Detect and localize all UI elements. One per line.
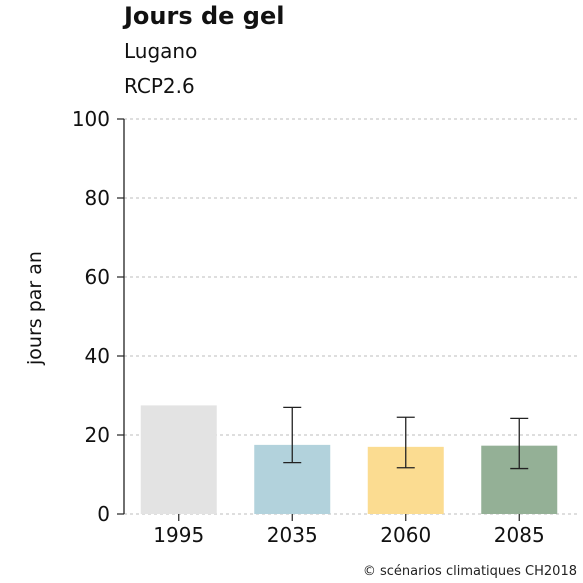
chart-title: Jours de gel <box>124 2 285 30</box>
error-bars <box>283 406 529 470</box>
y-tick-label: 40 <box>85 344 110 368</box>
bar <box>140 405 217 514</box>
x-tick-label: 2035 <box>267 523 318 547</box>
x-tick-label: 1995 <box>153 523 204 547</box>
y-axis-title: jours par an <box>24 251 46 366</box>
y-tick-label: 0 <box>97 502 110 526</box>
credit-text: © scénarios climatiques CH2018 <box>362 564 577 579</box>
chart-subtitle-location: Lugano <box>124 39 198 63</box>
axes: 0 20 40 60 80 100 1995 2035 2060 2085 <box>72 107 545 547</box>
x-tick-label: 2085 <box>494 523 545 547</box>
y-tick-label: 20 <box>85 423 110 447</box>
x-tick-label: 2060 <box>380 523 431 547</box>
chart-subtitle-scenario: RCP2.6 <box>124 74 195 98</box>
y-tick-label: 80 <box>85 186 110 210</box>
bars <box>140 405 558 514</box>
y-tick-label: 60 <box>85 265 110 289</box>
y-tick-label: 100 <box>72 107 110 131</box>
